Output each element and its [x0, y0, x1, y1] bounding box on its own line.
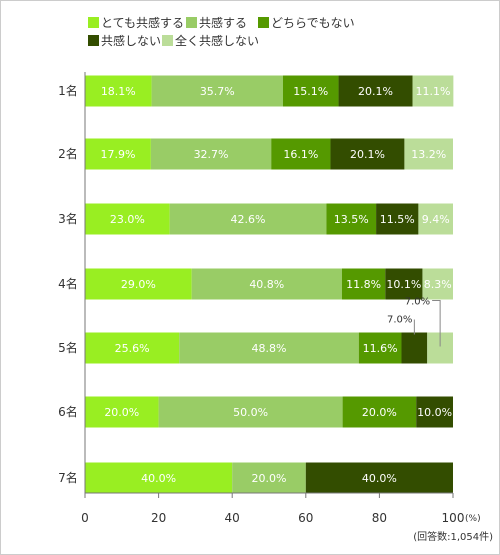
legend-label-5: 全く共感しない — [175, 33, 259, 48]
legend-swatch-1 — [88, 17, 99, 28]
legend-swatch-5 — [162, 35, 173, 46]
x-axis-unit: (%) — [465, 514, 481, 524]
category-label-4: 4名 — [58, 276, 78, 291]
legend-swatch-2 — [186, 17, 197, 28]
bar-3-4 — [376, 203, 419, 235]
data-label-3-5: 9.4% — [422, 213, 450, 226]
data-label-6-2: 50.0% — [233, 406, 268, 419]
data-label-3-4: 11.5% — [380, 213, 415, 226]
category-label-7: 7名 — [58, 470, 78, 485]
bar-6-3 — [342, 396, 417, 428]
data-label-3-2: 42.6% — [231, 213, 266, 226]
bar-6-2 — [158, 396, 343, 428]
legend-label-3: どちらでもない — [271, 16, 355, 30]
bar-3-1 — [85, 203, 170, 235]
bar-2-5 — [404, 138, 453, 170]
legend-swatch-3 — [258, 17, 269, 28]
bar-2-4 — [330, 138, 405, 170]
x-tick-label-60: 60 — [298, 511, 313, 525]
data-label-3-3: 13.5% — [334, 213, 369, 226]
callout-line-5-5 — [432, 300, 441, 347]
bar-1-5 — [412, 75, 454, 107]
bar-4-5 — [422, 268, 453, 300]
callout-label-5-5: 7.0% — [405, 297, 430, 308]
response-count-note: (回答数:1,054件) — [413, 530, 493, 543]
data-label-2-4: 20.1% — [350, 148, 385, 161]
bar-2-1 — [85, 138, 151, 170]
callout-label-5-4: 7.0% — [387, 315, 412, 326]
data-label-6-3: 20.0% — [362, 406, 397, 419]
data-label-1-2: 35.7% — [200, 85, 235, 98]
data-label-3-1: 23.0% — [110, 213, 145, 226]
bar-6-1 — [85, 396, 159, 428]
data-label-1-1: 18.1% — [101, 85, 136, 98]
bar-2-2 — [150, 138, 272, 170]
x-tick-label-20: 20 — [151, 511, 166, 525]
legend-label-2: 共感する — [199, 15, 247, 30]
bar-1-4 — [338, 75, 413, 107]
bar-4-1 — [85, 268, 192, 300]
data-label-2-3: 16.1% — [283, 148, 318, 161]
bar-1-2 — [151, 75, 283, 107]
category-label-1: 1名 — [58, 83, 78, 98]
data-label-7-2: 20.0% — [252, 472, 287, 485]
bar-7-4 — [305, 462, 453, 494]
bar-4-3 — [341, 268, 386, 300]
bar-4-4 — [385, 268, 423, 300]
x-tick-label-80: 80 — [372, 511, 387, 525]
category-label-2: 2名 — [58, 146, 78, 161]
data-label-7-1: 40.0% — [141, 472, 176, 485]
data-label-5-3: 11.6% — [363, 342, 398, 355]
data-label-2-5: 13.2% — [411, 148, 446, 161]
legend-swatch-4 — [88, 35, 99, 46]
bar-7-2 — [232, 462, 306, 494]
bar-5-1 — [85, 332, 180, 364]
bar-1-1 — [85, 75, 152, 107]
bar-1-3 — [282, 75, 339, 107]
bar-3-2 — [169, 203, 327, 235]
x-tick-label-100: 100 — [442, 511, 465, 525]
data-label-6-1: 20.0% — [104, 406, 139, 419]
bar-6-4 — [416, 396, 453, 428]
category-label-5: 5名 — [58, 340, 78, 355]
legend-label-1: とても共感する — [101, 15, 184, 30]
data-label-2-2: 32.7% — [194, 148, 229, 161]
data-label-4-5: 8.3% — [424, 278, 452, 291]
data-label-1-5: 11.1% — [415, 85, 450, 98]
bar-7-1 — [85, 462, 233, 494]
bar-5-3 — [358, 332, 402, 364]
x-tick-label-40: 40 — [225, 511, 240, 525]
data-label-1-3: 15.1% — [293, 85, 328, 98]
data-label-6-4: 10.0% — [417, 406, 452, 419]
category-label-3: 3名 — [58, 211, 78, 226]
data-label-4-3: 11.8% — [346, 278, 381, 291]
bar-3-5 — [418, 203, 453, 235]
legend-label-4: 共感しない — [101, 33, 161, 48]
data-label-2-1: 17.9% — [100, 148, 135, 161]
bar-4-2 — [191, 268, 342, 300]
data-label-5-2: 48.8% — [252, 342, 287, 355]
bar-3-3 — [326, 203, 377, 235]
bar-5-2 — [179, 332, 359, 364]
data-label-5-1: 25.6% — [115, 342, 150, 355]
bar-5-4 — [401, 332, 428, 364]
data-label-4-1: 29.0% — [121, 278, 156, 291]
x-tick-label-0: 0 — [81, 511, 89, 525]
bar-2-3 — [271, 138, 331, 170]
category-label-6: 6名 — [58, 404, 78, 419]
data-label-1-4: 20.1% — [358, 85, 393, 98]
data-label-7-4: 40.0% — [362, 472, 397, 485]
data-label-4-2: 40.8% — [249, 278, 284, 291]
data-label-4-4: 10.1% — [386, 278, 421, 291]
